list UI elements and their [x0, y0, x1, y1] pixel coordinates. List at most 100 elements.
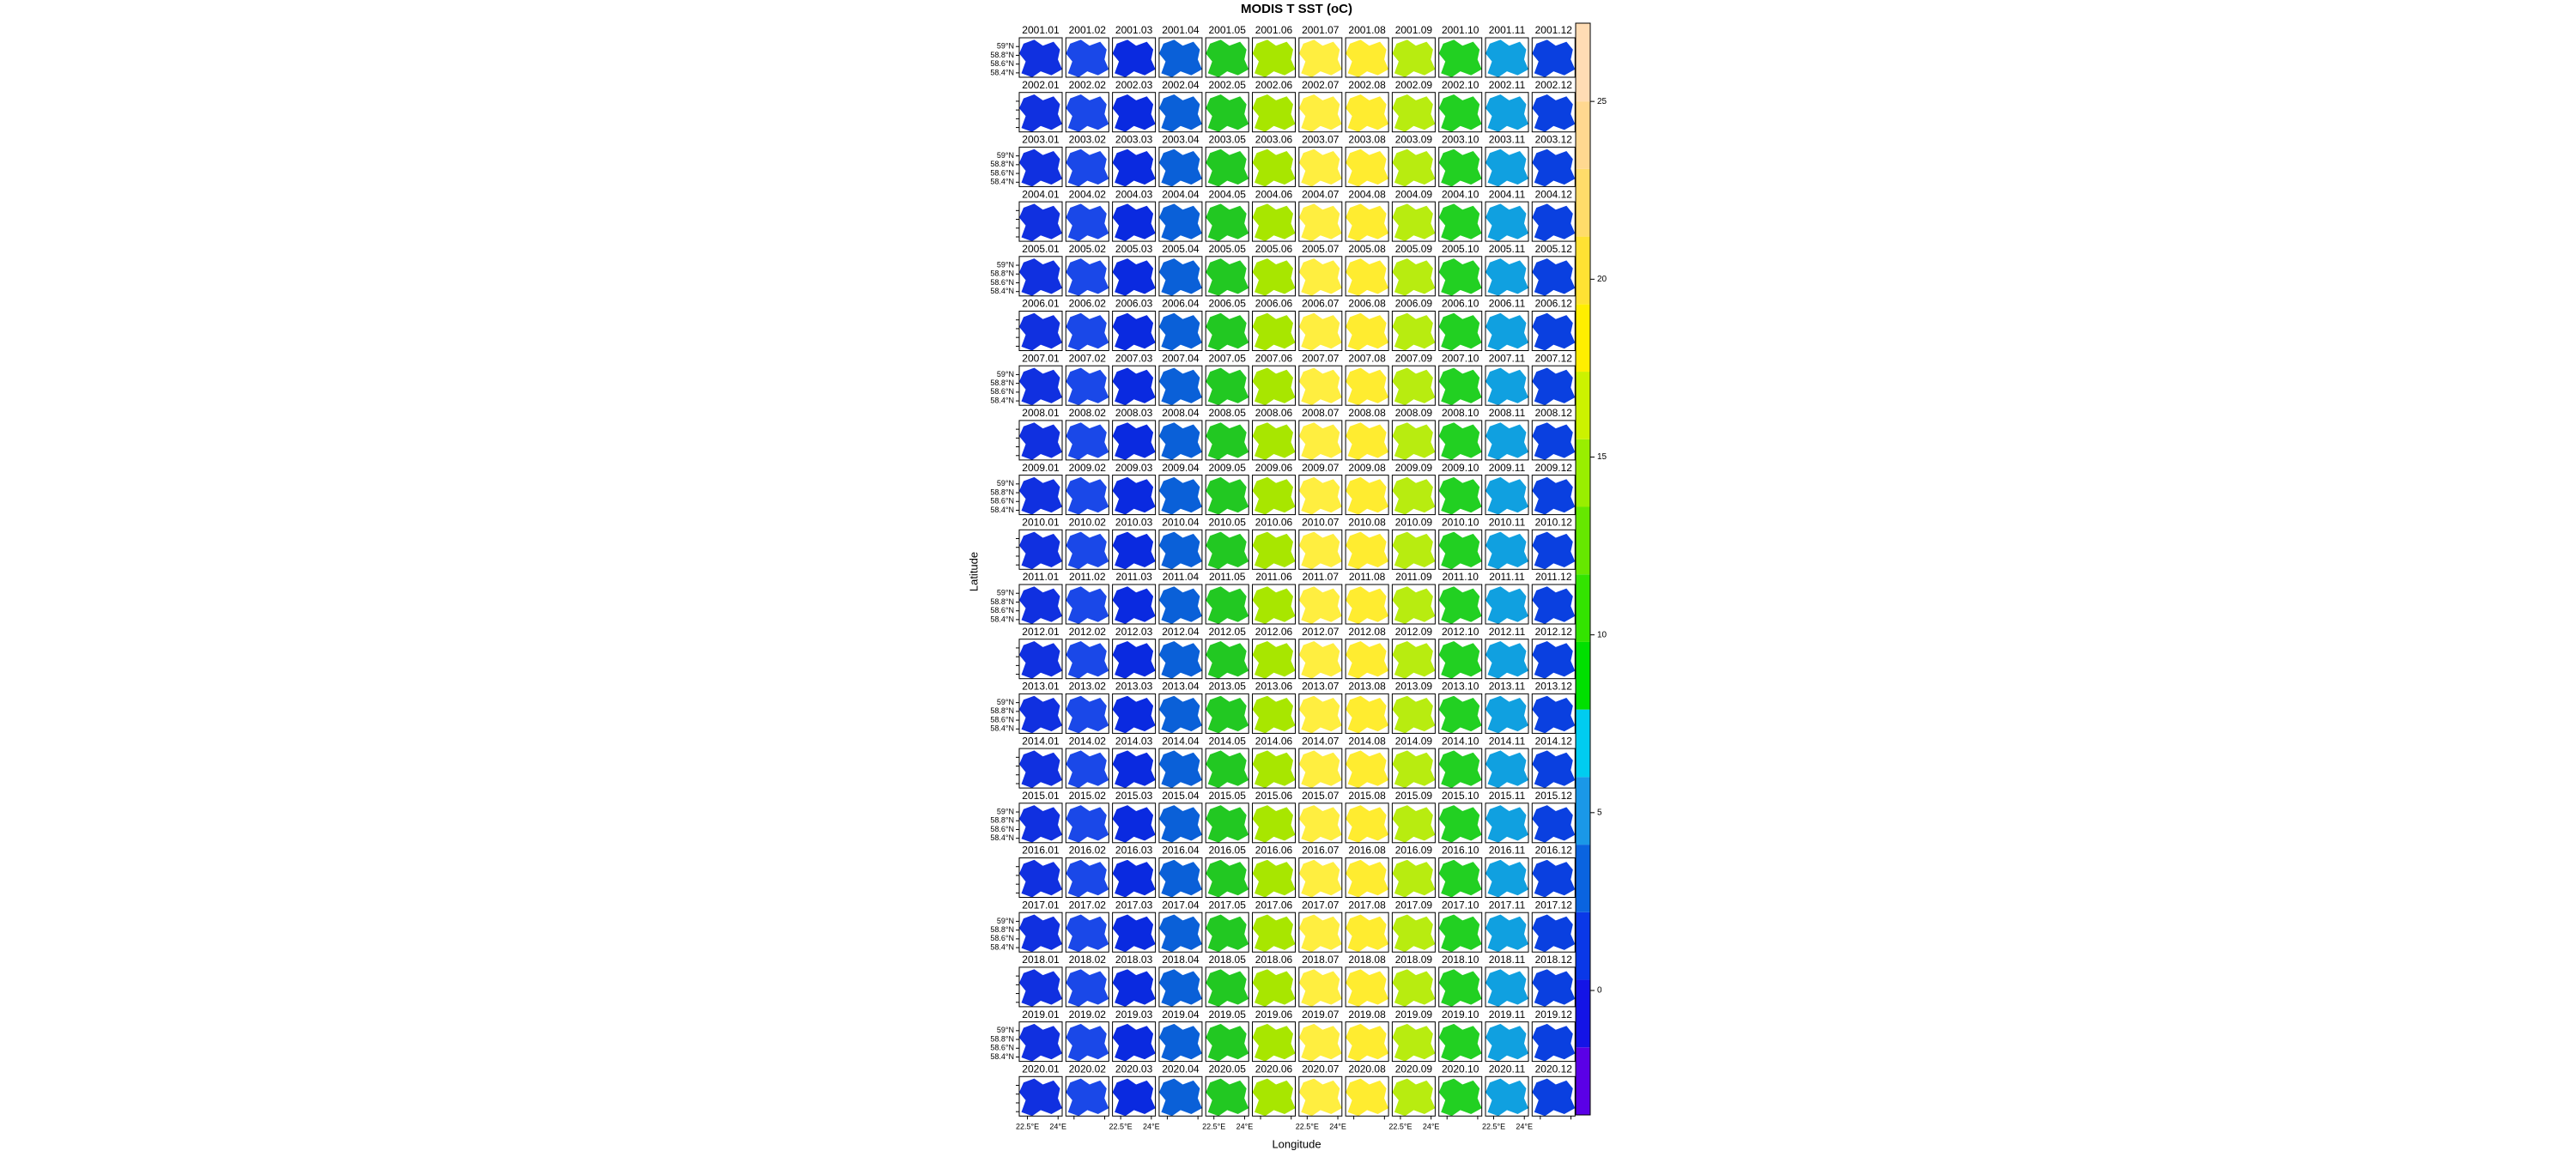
panel-label: 2007.12 [1535, 352, 1573, 364]
panel-frame [1391, 92, 1436, 133]
colorbar-band [1576, 506, 1590, 575]
panel-label: 2003.05 [1209, 134, 1247, 146]
panel-frame [1158, 201, 1203, 242]
panel-label: 2015.05 [1209, 790, 1247, 802]
sst-field [1392, 258, 1436, 296]
sst-field [1392, 148, 1436, 187]
panel-label: 2019.04 [1162, 1009, 1200, 1021]
colorbar-band [1576, 23, 1590, 102]
panel-frame [1391, 201, 1436, 242]
panel-frame [1298, 693, 1343, 734]
panel-label: 2006.06 [1255, 298, 1293, 310]
panel-frame [1391, 146, 1436, 187]
y-tick-label: 58.6°N [990, 59, 1014, 68]
sst-field [1298, 148, 1342, 187]
panel-frame [1205, 966, 1249, 1008]
panel-frame [1158, 1021, 1203, 1063]
sst-field [1158, 422, 1202, 460]
panel-frame [1438, 912, 1483, 953]
sst-field [1112, 695, 1156, 734]
panel-frame [1345, 966, 1389, 1008]
y-tick-label: 58.8°N [990, 597, 1014, 606]
colorbar-band [1576, 101, 1590, 169]
sst-field [1019, 476, 1062, 515]
panel-label: 2006.01 [1022, 298, 1060, 310]
panel-label: 2001.08 [1348, 24, 1386, 36]
panel-label: 2020.08 [1348, 1063, 1386, 1075]
sst-field [1438, 1078, 1482, 1117]
panel-frame [1252, 857, 1296, 898]
panel-label: 2013.08 [1348, 681, 1386, 693]
panel-frame [1158, 639, 1203, 680]
sst-field [1532, 367, 1576, 406]
sst-field [1066, 39, 1109, 77]
panel-label: 2011.04 [1163, 571, 1200, 583]
panel-label: 2017.05 [1209, 899, 1247, 911]
panel-frame [1205, 201, 1249, 242]
panel-frame [1065, 92, 1109, 133]
sst-field [1252, 531, 1296, 570]
panel-label: 2009.11 [1489, 462, 1526, 474]
panel-frame [1298, 146, 1343, 187]
sst-field [1485, 367, 1528, 406]
panel-frame [1112, 201, 1157, 242]
sst-field [1298, 859, 1342, 898]
panel-label: 2012.09 [1395, 626, 1433, 638]
panel-frame [1018, 475, 1063, 516]
panel-label: 2020.10 [1442, 1063, 1479, 1075]
panel-frame [1298, 475, 1343, 516]
panel-label: 2018.12 [1535, 954, 1573, 966]
panel-label: 2017.03 [1115, 899, 1153, 911]
panel-frame [1531, 201, 1576, 242]
panel-frame [1112, 475, 1157, 516]
panel-frame [1531, 37, 1576, 78]
panel-label: 2020.04 [1162, 1063, 1200, 1075]
panel-label: 2019.03 [1115, 1009, 1153, 1021]
panel-frame [1018, 857, 1063, 898]
panel-frame [1438, 201, 1483, 242]
panel-frame [1112, 146, 1157, 187]
panel-label: 2011.12 [1535, 571, 1572, 583]
panel-label: 2016.07 [1302, 845, 1340, 857]
sst-field [1206, 1023, 1249, 1062]
sst-field [1112, 94, 1156, 132]
panel-frame [1298, 256, 1343, 297]
sst-field [1438, 805, 1482, 843]
sst-field [1019, 148, 1062, 187]
sst-field [1158, 203, 1202, 242]
sst-field [1066, 203, 1109, 242]
sst-field [1532, 422, 1576, 460]
panel-frame [1205, 256, 1249, 297]
sst-field [1158, 148, 1202, 187]
sst-field [1066, 969, 1109, 1007]
panel-label: 2011.09 [1395, 571, 1432, 583]
sst-field [1346, 531, 1389, 570]
colorbar-band [1576, 574, 1590, 642]
sst-field [1112, 39, 1156, 77]
sst-field [1392, 859, 1436, 898]
panel-frame [1065, 365, 1109, 406]
sst-field [1206, 367, 1249, 406]
sst-field [1019, 367, 1062, 406]
panel-frame [1438, 256, 1483, 297]
y-tick-label: 58.4°N [990, 1052, 1014, 1061]
sst-field [1346, 586, 1389, 624]
panel-label: 2007.05 [1209, 352, 1247, 364]
panel-frame [1252, 803, 1296, 844]
sst-field [1298, 203, 1342, 242]
panel-label: 2008.02 [1069, 407, 1107, 419]
panel-label: 2020.06 [1255, 1063, 1293, 1075]
colorbar-band [1576, 304, 1590, 373]
panel-label: 2011.07 [1303, 571, 1340, 583]
panel-frame [1252, 37, 1296, 78]
sst-field [1019, 641, 1062, 679]
sst-field [1066, 695, 1109, 734]
x-axis-label: Longitude [1272, 1137, 1321, 1150]
sst-field [1438, 914, 1482, 953]
panel-frame [1065, 420, 1109, 461]
sst-field [1206, 258, 1249, 296]
sst-field [1298, 1078, 1342, 1117]
panel-frame [1205, 1021, 1249, 1063]
panel-label: 2014.02 [1069, 735, 1107, 747]
panel-label: 2010.08 [1348, 516, 1386, 528]
